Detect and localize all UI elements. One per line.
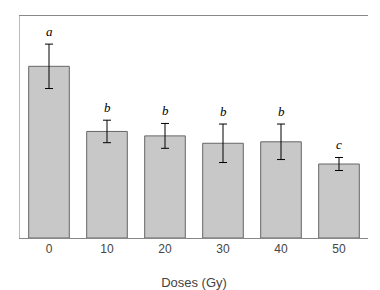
svg-text:0: 0 bbox=[46, 242, 53, 256]
svg-text:Doses (Gy): Doses (Gy) bbox=[161, 275, 227, 290]
svg-text:40: 40 bbox=[274, 242, 288, 256]
svg-text:50: 50 bbox=[332, 242, 346, 256]
svg-text:30: 30 bbox=[216, 242, 230, 256]
svg-text:a: a bbox=[46, 24, 53, 39]
svg-text:c: c bbox=[336, 137, 342, 152]
svg-text:b: b bbox=[104, 100, 111, 115]
svg-text:b: b bbox=[278, 104, 285, 119]
svg-text:20: 20 bbox=[158, 242, 172, 256]
svg-text:b: b bbox=[162, 103, 169, 118]
svg-text:10: 10 bbox=[100, 242, 114, 256]
svg-text:b: b bbox=[220, 104, 227, 119]
